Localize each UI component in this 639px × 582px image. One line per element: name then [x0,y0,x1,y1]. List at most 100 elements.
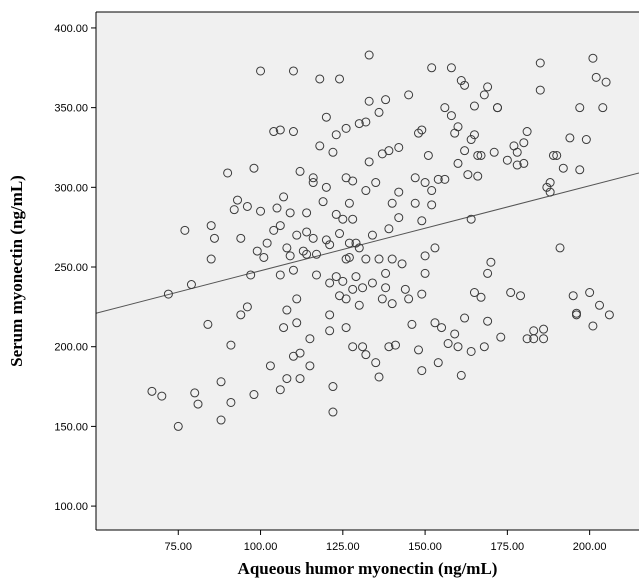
data-point [367,230,377,240]
data-point [259,252,269,262]
data-point [361,254,371,264]
data-point [545,187,555,197]
data-point [410,198,420,208]
data-point [512,160,522,170]
data-point [446,111,456,121]
data-point [298,246,308,256]
x-tick-label: 150.00 [408,541,442,553]
data-point [236,233,246,243]
data-point [206,254,216,264]
data-point [545,178,555,188]
data-point [539,324,549,334]
data-point [440,174,450,184]
data-point [430,243,440,253]
data-point [354,300,364,310]
fit-line-layer [95,172,639,314]
y-tick-label: 200.00 [54,342,88,354]
data-point [535,85,545,95]
data-point [321,112,331,122]
data-point [604,310,614,320]
data-point [463,170,473,180]
data-point [328,382,338,392]
data-point [397,259,407,269]
data-point [381,268,391,278]
data-point [354,119,364,129]
data-point [414,345,424,355]
data-point [275,221,285,231]
data-point [348,284,358,294]
data-point [502,155,512,165]
data-point [476,150,486,160]
data-point [348,214,358,224]
data-point [539,334,549,344]
data-point [575,103,585,113]
x-tick-label: 175.00 [491,541,525,553]
data-point [226,397,236,407]
data-point [374,107,384,117]
data-point [206,221,216,231]
data-point [242,201,252,211]
data-point [252,246,262,256]
data-point [371,358,381,368]
regression-line [95,172,639,314]
data-point [519,138,529,148]
data-point [311,270,321,280]
data-point [308,173,318,183]
data-point [473,150,483,160]
data-point [361,186,371,196]
data-point [437,323,447,333]
data-point [308,233,318,243]
data-point [186,280,196,290]
data-point [446,63,456,73]
data-point [400,284,410,294]
data-point [568,291,578,301]
data-point [341,294,351,304]
data-point [394,187,404,197]
data-point [236,310,246,320]
data-point [269,225,279,235]
data-point [420,178,430,188]
data-point [476,292,486,302]
data-point [548,150,558,160]
data-point [180,225,190,235]
data-point [460,313,470,323]
x-tick-label: 200.00 [573,541,607,553]
data-point [417,125,427,135]
data-point [325,240,335,250]
data-point [496,332,506,342]
data-point [565,133,575,143]
data-point [443,339,453,349]
data-point [512,147,522,157]
y-tick-label: 250.00 [54,262,88,274]
data-point [279,323,289,333]
points-layer [147,50,614,431]
data-point [456,370,466,380]
data-point [338,214,348,224]
data-point [420,268,430,278]
data-point [371,178,381,188]
data-point [308,178,318,188]
data-point [344,198,354,208]
data-point [305,334,315,344]
data-point [575,165,585,175]
data-point [275,385,285,395]
data-point [302,227,312,237]
data-point [420,251,430,261]
data-point [591,72,601,82]
data-point [469,101,479,111]
data-point [466,135,476,145]
data-point [460,80,470,90]
data-point [325,310,335,320]
data-point [311,249,321,259]
y-tick-label: 350.00 [54,103,88,115]
data-point [163,289,173,299]
data-point [328,147,338,157]
x-tick-label: 125.00 [326,541,360,553]
data-point [315,74,325,84]
plot-area [96,12,639,530]
data-point [223,168,233,178]
data-point [249,163,259,173]
data-point [275,270,285,280]
data-point [492,103,502,113]
data-point [535,58,545,68]
